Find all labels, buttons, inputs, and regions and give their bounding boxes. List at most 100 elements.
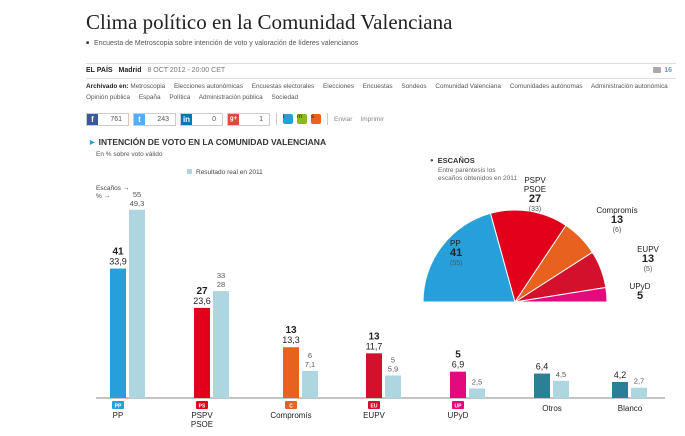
divider: [276, 113, 277, 125]
googleplus-share-button[interactable]: g+ 1: [227, 112, 270, 126]
pie-party-label: PP: [450, 239, 461, 248]
brand-logo[interactable]: EL PAÍS: [86, 67, 113, 74]
party-logo-text: PS: [199, 404, 206, 410]
print-button[interactable]: Imprimir: [360, 115, 384, 123]
tag-link[interactable]: España: [138, 94, 161, 101]
pie-prev-seats: (6): [613, 227, 622, 234]
facebook-share-button[interactable]: f 761: [86, 112, 129, 126]
page-subtitle: Encuesta de Metroscopia sobre intención …: [86, 40, 358, 47]
party-logo-icon: [112, 401, 124, 409]
pie-party-label: UPyD: [630, 282, 651, 291]
bar-real-2011: [469, 388, 485, 398]
category-label: PSOE: [191, 420, 213, 429]
chart-annotation: Escaños → % →: [96, 185, 130, 200]
tag-link[interactable]: Sociedad: [271, 94, 299, 101]
chart-subtitle: En % sobre voto válido: [96, 151, 163, 158]
tag-link[interactable]: Política: [169, 94, 191, 101]
party-logo-icon: [285, 401, 297, 409]
bar-real-2011: [631, 387, 647, 398]
tuenti-icon[interactable]: t: [283, 114, 293, 124]
legend-swatch: [187, 169, 192, 174]
tag-link[interactable]: Administración pública: [198, 94, 263, 101]
comments-link[interactable]: 16: [653, 64, 672, 78]
seat-label-estimate: 13: [368, 331, 380, 342]
page-title: Clima político en la Comunidad Valencian…: [86, 10, 453, 34]
seat-label-estimate: 13: [285, 325, 297, 336]
tags-lead: Archivado en:: [86, 83, 129, 90]
tag-link[interactable]: Opinión pública: [86, 94, 131, 101]
tags: Archivado en: Metroscopia Elecciones aut…: [86, 81, 676, 103]
seat-label-real: 6: [308, 351, 312, 360]
seat-label-estimate: 41: [112, 247, 124, 258]
bar-estimate: [110, 268, 126, 398]
tag-link[interactable]: Comunidad Valenciana: [435, 83, 501, 90]
pie-prev-seats: (5): [644, 266, 653, 273]
tag-link[interactable]: Encuestas: [362, 83, 393, 90]
bar-estimate: [283, 347, 299, 398]
tag-link[interactable]: Metroscopia: [130, 83, 166, 90]
linkedin-icon: in: [181, 113, 192, 125]
tag-link[interactable]: Encuestas electorales: [251, 83, 315, 90]
data-label-estimate: 23,6: [193, 296, 211, 306]
article-meta: EL PAÍS Madrid 8 OCT 2012 - 20:00 CET 16: [86, 63, 676, 79]
bar-real-2011: [302, 370, 318, 398]
data-label-estimate: 6,9: [452, 360, 465, 370]
twitter-share-button[interactable]: t 243: [133, 112, 176, 126]
tag-link[interactable]: Sondeos: [401, 83, 427, 90]
data-label-estimate: 13,3: [282, 335, 300, 345]
party-logo-text: UP: [455, 404, 463, 410]
pie-party-label: PSOE: [524, 185, 546, 194]
stumble-icon[interactable]: s: [311, 114, 321, 124]
category-label: Otros: [542, 404, 562, 413]
linkedin-share-button[interactable]: in 0: [180, 112, 223, 126]
category-label: UPyD: [448, 411, 469, 420]
bar-real-2011: [213, 291, 229, 398]
share-bar: f 761 t 243 in 0 g+ 1 t m s Enviar Imprimir: [86, 111, 676, 127]
seat-label-real: 55: [133, 190, 141, 199]
pie-seats-value: 27: [529, 193, 541, 205]
data-label-estimate: 33,9: [109, 257, 127, 267]
pie-seats-value: 13: [642, 253, 654, 265]
comment-icon: [653, 67, 662, 73]
seats-note: Entre paréntesis los escaños obtenidos e…: [438, 167, 518, 182]
data-label-real: 28: [217, 280, 225, 289]
data-label-real: 2,5: [472, 377, 482, 386]
pie-slice: [514, 286, 608, 303]
pie-prev-seats: (33): [529, 206, 541, 213]
bar-estimate: [194, 307, 210, 398]
party-logo-icon: [452, 401, 464, 409]
seat-label-estimate: 5: [455, 350, 461, 361]
data-label-real: 4,5: [556, 370, 566, 379]
tag-link[interactable]: Elecciones autonómicas: [174, 83, 243, 90]
tag-link[interactable]: Administración autonómica: [591, 83, 668, 90]
bar-estimate: [366, 353, 382, 398]
seat-label-real: 5: [391, 355, 395, 364]
bar-estimate: [612, 381, 628, 398]
meneame-icon[interactable]: m: [297, 114, 307, 124]
bar-real-2011: [553, 380, 569, 398]
tag-link[interactable]: Elecciones: [323, 83, 354, 90]
bar-estimate: [450, 371, 466, 398]
send-button[interactable]: Enviar: [334, 115, 353, 123]
party-logo-text: PP: [115, 404, 122, 410]
seat-label-real: 33: [217, 271, 225, 280]
category-label: PSPV: [191, 411, 213, 420]
seat-label-estimate: 27: [196, 286, 208, 297]
divider: [327, 113, 328, 125]
data-label-real: 7,1: [305, 360, 315, 369]
pie-slice: [422, 212, 516, 303]
legend-label: Resultado real en 2011: [196, 169, 263, 176]
party-logo-icon: [368, 401, 380, 409]
pie-seats-value: 41: [450, 247, 462, 259]
pie-party-label: EUPV: [637, 245, 659, 254]
pie-seats-value: 5: [637, 290, 643, 302]
category-label: EUPV: [363, 411, 385, 420]
tag-link[interactable]: Comunidades autónomas: [509, 83, 583, 90]
bar-estimate: [534, 373, 550, 398]
location: Madrid: [118, 67, 142, 74]
data-label-estimate: 6,4: [536, 362, 549, 372]
party-logo-text: EU: [371, 404, 378, 410]
category-label: Blanco: [618, 404, 643, 413]
category-label: Compromís: [270, 411, 311, 420]
